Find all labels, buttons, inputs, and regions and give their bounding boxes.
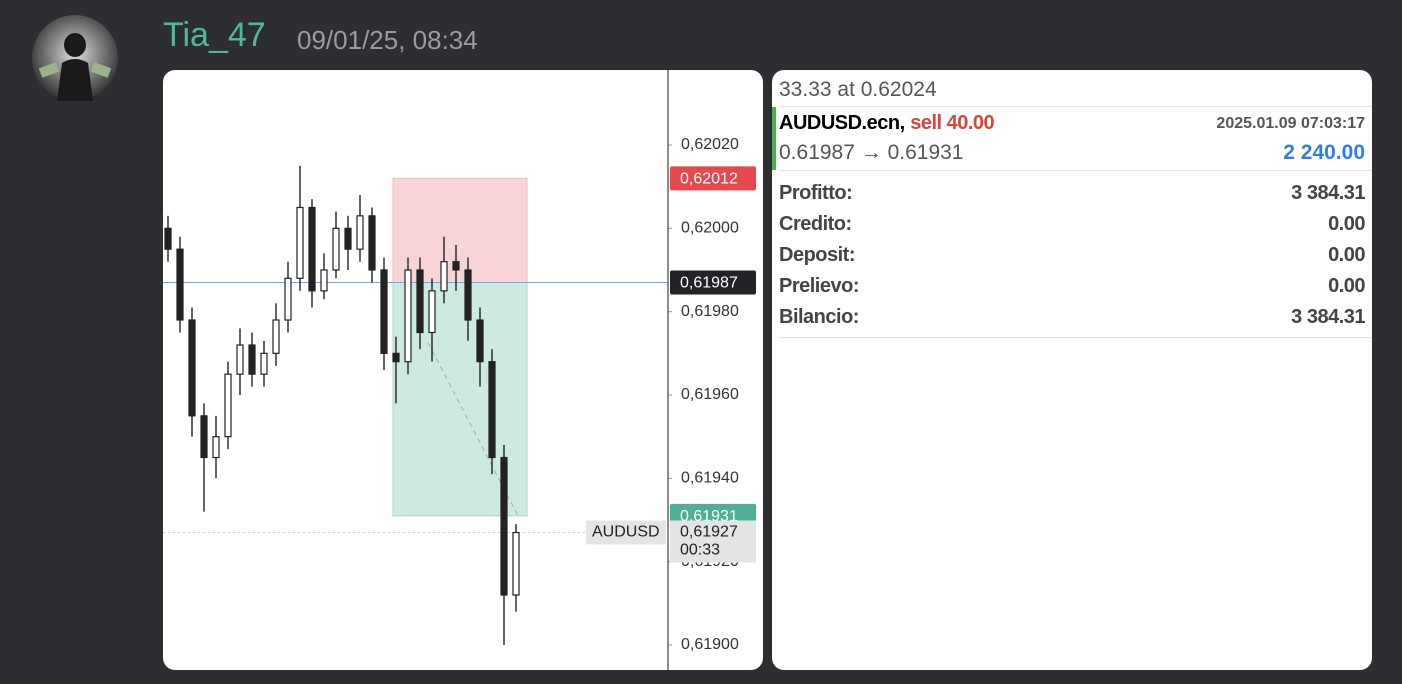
candle-body: [248, 344, 256, 375]
chart: 0,62020 0,62000 0,61980 0,61960 0,61940 0,619…: [163, 70, 756, 670]
row-value: 0.00: [1328, 275, 1365, 297]
row-label: Profitto:: [779, 182, 853, 204]
y-tick-label: 0,61900: [681, 636, 739, 653]
countdown: 00:33: [680, 542, 720, 559]
candle-body: [356, 215, 364, 250]
chart-card[interactable]: 0,62020 0,62000 0,61980 0,61960 0,61940 0,619…: [163, 70, 763, 670]
candle-body: [284, 277, 292, 321]
avatar: [32, 15, 118, 101]
symbol-label: AUDUSD: [592, 524, 660, 541]
candle-body: [200, 415, 208, 459]
summary: 33.33 at 0.62024: [779, 78, 937, 101]
side-bar: [772, 107, 776, 170]
y-tick-label: 0,61980: [681, 303, 739, 320]
trade-head: AUDUSD.ecn, sell 40.00 2025.01.09 07:03:…: [779, 112, 1365, 135]
summary-row: Bilancio: 3 384.31: [779, 306, 1365, 329]
timestamp: 09/01/25, 08:34: [297, 25, 478, 55]
divider: [779, 170, 1372, 171]
row-label: Prelievo:: [779, 275, 859, 297]
summary-row: Profitto: 3 384.31: [779, 182, 1365, 205]
candle-body: [260, 352, 268, 375]
row-value: 0.00: [1328, 244, 1365, 266]
trade-time: 2025.01.09 07:03:17: [1216, 115, 1365, 132]
candle-body: [332, 227, 340, 271]
y-tick-label: 0,62000: [681, 220, 739, 237]
row-value: 3 384.31: [1291, 182, 1365, 204]
prices: 0.61987 → 0.61931: [779, 141, 964, 164]
y-tick-label: 0,62020: [681, 136, 739, 153]
trade-profit: 2 240.00: [1283, 141, 1365, 164]
trade-prices-row: 0.61987 → 0.61931 2 240.00: [779, 141, 1365, 165]
candle-body: [416, 269, 424, 334]
candle-body: [224, 373, 232, 438]
y-tick-label: 0,61940: [681, 470, 739, 487]
candle-body: [464, 269, 472, 321]
candle-body: [236, 344, 244, 375]
row-label: Bilancio:: [779, 306, 859, 328]
candle-body: [380, 269, 388, 354]
last-price-tag: [670, 520, 756, 563]
y-tick-label: 0,61960: [681, 386, 739, 403]
candle-body: [368, 215, 376, 271]
candle-body: [296, 206, 304, 279]
row-label: Deposit:: [779, 244, 856, 266]
candle-body: [500, 456, 508, 596]
candle-body: [188, 319, 196, 417]
candle-body: [452, 261, 460, 271]
summary-row: Prelievo: 0.00: [779, 275, 1365, 298]
candle-body: [404, 269, 412, 363]
candle-body: [164, 227, 172, 250]
candle-body: [344, 227, 352, 250]
price-tag: [670, 270, 756, 295]
summary-row: Credito: 0.00: [779, 213, 1365, 236]
candle-body: [308, 206, 316, 292]
candle-body: [428, 290, 436, 334]
candle-body: [440, 261, 448, 292]
candle-body: [176, 248, 184, 321]
candle-body: [488, 361, 496, 459]
stop-zone: [392, 177, 528, 283]
last-price-label: 0,61927: [680, 524, 738, 541]
row-value: 3 384.31: [1291, 306, 1365, 328]
author[interactable]: Tia_47: [163, 16, 266, 54]
candle-body: [392, 352, 400, 363]
price-tag-label: 0,62012: [680, 171, 738, 188]
row-value: 0.00: [1328, 213, 1365, 235]
summary-row: Deposit: 0.00: [779, 244, 1365, 267]
candle-body: [272, 319, 280, 354]
candle-body: [512, 531, 520, 596]
row-label: Credito:: [779, 213, 852, 235]
price-tag-label: 0,61987: [680, 275, 738, 292]
candle-body: [320, 269, 328, 292]
symbol-tag: [586, 520, 666, 545]
price-tag: [670, 166, 756, 191]
trade-card: 33.33 at 0.62024 AUDUSD.ecn, sell 40.00 …: [772, 70, 1372, 670]
candle-body: [476, 319, 484, 363]
candle-body: [212, 436, 220, 459]
divider: [779, 337, 1372, 338]
side: sell 40.00: [910, 112, 995, 134]
symbol: AUDUSD.ecn,: [779, 112, 905, 134]
divider: [779, 106, 1372, 107]
